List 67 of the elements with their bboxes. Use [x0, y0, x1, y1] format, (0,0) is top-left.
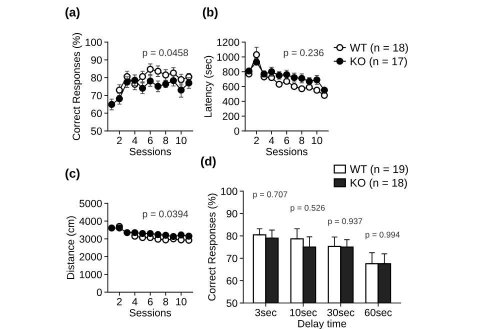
- y-tick-label: 2000: [80, 253, 102, 260]
- annotation: p = 0.0394: [142, 210, 188, 220]
- annotation: p = 0.994: [366, 232, 400, 240]
- y-tick-label: 100: [221, 188, 238, 196]
- x-axis-title: Sessions: [130, 308, 172, 316]
- x-tick-label: 10sec: [290, 308, 317, 316]
- x-tick-label: 30sec: [327, 308, 354, 316]
- y-tick-label: 3000: [79, 235, 102, 243]
- y-axis-title: Correct Responses (%): [208, 194, 218, 301]
- x-axis-title: Delay time: [298, 320, 346, 329]
- y-tick-label: 1000: [217, 53, 240, 61]
- y-tick-label: 5000: [79, 200, 102, 208]
- x-tick-label: 10: [312, 136, 322, 144]
- x-tick-label: 6: [284, 136, 290, 144]
- y-tick-label: 4000: [79, 218, 102, 225]
- x-axis-title: Sessions: [266, 148, 308, 156]
- y-tick-label: 600: [222, 83, 240, 90]
- annotation: p = 0.937: [328, 218, 362, 226]
- x-tick-label: 10: [176, 136, 187, 144]
- x-tick-label: 2: [254, 136, 259, 144]
- y-tick-label: 800: [222, 68, 240, 76]
- x-tick-label: 6: [148, 136, 153, 144]
- y-tick-label: 1000: [80, 270, 102, 278]
- y-tick-label: 60: [91, 110, 102, 118]
- legend-label: WT (n = 18): [350, 43, 408, 54]
- y-tick-label: 400: [222, 98, 240, 106]
- annotation: p = 0.526: [290, 204, 325, 212]
- x-tick-label: 8: [299, 136, 304, 144]
- x-tick-label: 2: [117, 298, 122, 306]
- x-tick-label: 60sec: [364, 308, 392, 316]
- y-axis-title: Distance (cm): [66, 216, 76, 280]
- y-tick-label: 0: [96, 288, 102, 296]
- legend-label: WT (n = 19): [350, 164, 408, 176]
- x-tick-label: 3sec: [255, 308, 276, 316]
- x-tick-label: 4: [132, 298, 138, 306]
- x-tick-label: 4: [132, 136, 138, 144]
- legend-label: KO (n = 18): [350, 178, 407, 189]
- chart-title: (d): [200, 156, 216, 168]
- x-axis-title: Sessions: [130, 148, 172, 156]
- x-tick-label: 4: [268, 136, 274, 144]
- annotation: p = 0.0458: [142, 49, 188, 58]
- x-tick-label: 8: [163, 136, 168, 144]
- chart-title: (b): [202, 7, 218, 20]
- legend-label: KO (n = 17): [350, 57, 407, 68]
- annotation: p = 0.236: [284, 49, 324, 58]
- y-tick-label: 70: [91, 92, 102, 100]
- y-tick-label: 50: [226, 300, 238, 307]
- x-tick-label: 6: [148, 298, 153, 306]
- x-tick-label: 10: [176, 298, 187, 306]
- y-tick-label: 80: [91, 74, 102, 82]
- y-tick-label: 80: [226, 232, 238, 240]
- chart-title: (a): [65, 7, 80, 20]
- y-tick-label: 1200: [217, 38, 240, 46]
- chart-title: (c): [65, 168, 80, 180]
- annotation: p = 0.707: [253, 191, 288, 199]
- y-tick-label: 0: [234, 127, 240, 135]
- y-tick-label: 90: [91, 56, 102, 64]
- y-tick-label: 60: [226, 277, 238, 285]
- x-tick-label: 2: [117, 136, 122, 144]
- x-tick-label: 8: [163, 298, 168, 306]
- y-tick-label: 200: [222, 112, 240, 120]
- y-axis-title: Correct Responses (%): [72, 33, 82, 140]
- y-tick-label: 50: [91, 127, 102, 135]
- y-tick-label: 90: [226, 210, 238, 218]
- y-axis-title: Latency (sec): [204, 56, 214, 117]
- y-tick-label: 100: [86, 38, 102, 46]
- y-tick-label: 70: [226, 254, 238, 262]
